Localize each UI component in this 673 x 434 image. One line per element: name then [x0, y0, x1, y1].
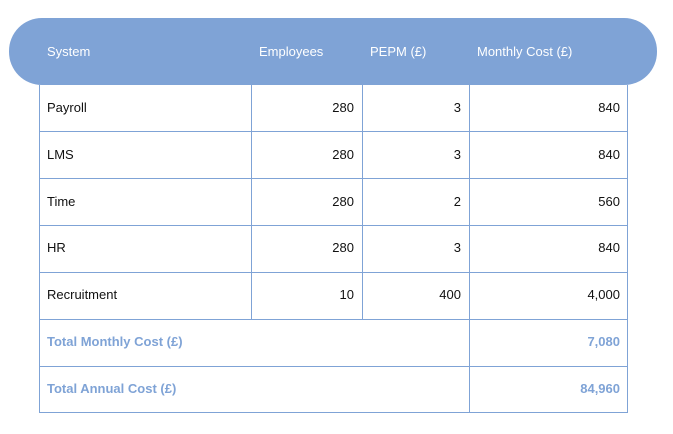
row-divider: [40, 366, 627, 367]
cell-system: Recruitment: [47, 287, 118, 302]
row-divider: [40, 131, 627, 132]
row-divider: [40, 319, 627, 320]
total-monthly-label: Total Monthly Cost (£): [47, 334, 183, 349]
cost-table: [39, 85, 628, 413]
column-divider: [469, 85, 470, 412]
column-divider: [362, 85, 363, 320]
row-divider: [40, 225, 627, 226]
cell-system: Time: [47, 194, 76, 209]
cell-monthly-cost: 560: [598, 194, 620, 209]
cell-pepm: 3: [453, 147, 461, 162]
cell-employees: 280: [332, 240, 354, 255]
header-monthly-cost: Monthly Cost (£): [477, 44, 573, 59]
cell-pepm: 3: [453, 100, 461, 115]
header-employees: Employees: [259, 44, 324, 59]
total-monthly-value: 7,080: [587, 334, 620, 349]
cell-system: Payroll: [47, 100, 87, 115]
header-system: System: [47, 44, 91, 59]
cell-pepm: 3: [453, 240, 461, 255]
total-annual-label: Total Annual Cost (£): [47, 381, 177, 396]
cell-system: HR: [47, 240, 66, 255]
cell-pepm: 400: [439, 287, 461, 302]
cell-monthly-cost: 4,000: [587, 287, 620, 302]
cell-pepm: 2: [453, 194, 461, 209]
cell-employees: 10: [339, 287, 354, 302]
table-header-bar: [9, 18, 657, 85]
cell-employees: 280: [332, 147, 354, 162]
total-annual-value: 84,960: [580, 381, 620, 396]
cell-employees: 280: [332, 100, 354, 115]
column-divider: [251, 85, 252, 320]
row-divider: [40, 272, 627, 273]
header-pepm: PEPM (£): [370, 44, 427, 59]
cell-monthly-cost: 840: [598, 240, 620, 255]
cell-system: LMS: [47, 147, 74, 162]
cell-monthly-cost: 840: [598, 147, 620, 162]
cell-monthly-cost: 840: [598, 100, 620, 115]
cell-employees: 280: [332, 194, 354, 209]
row-divider: [40, 178, 627, 179]
